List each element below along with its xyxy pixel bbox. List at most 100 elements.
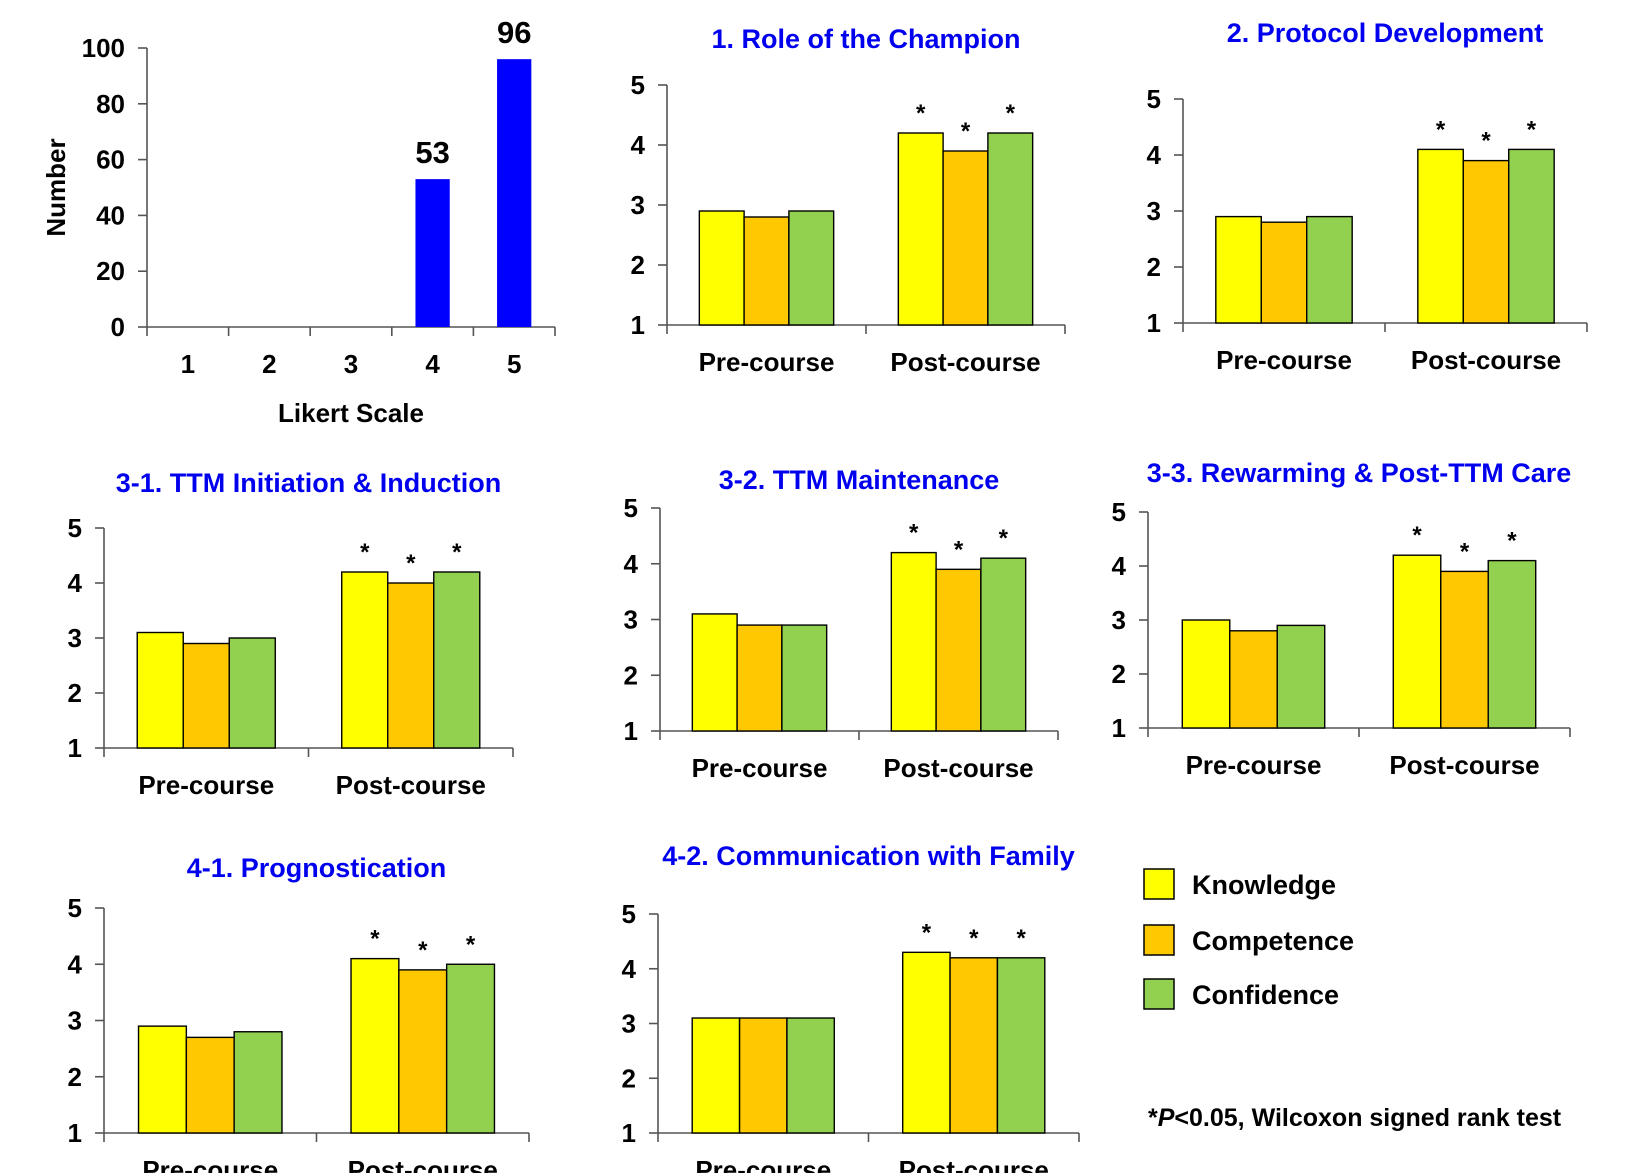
- x-tick-label: 2: [262, 349, 276, 379]
- significance-marker: *: [1507, 528, 1517, 555]
- y-tick-label: 2: [631, 250, 645, 280]
- x-tick-label: Pre-course: [142, 1155, 278, 1173]
- y-tick-label: 3: [1147, 196, 1161, 226]
- data-label: 53: [415, 135, 449, 170]
- y-tick-label: 20: [96, 256, 125, 286]
- bar-competence: [1260, 221, 1308, 324]
- x-tick-label: 5: [507, 349, 521, 379]
- bar: [415, 179, 450, 327]
- chart-title: 1. Role of the Champion: [711, 24, 1020, 54]
- y-tick-label: 2: [68, 1062, 82, 1092]
- bar-competence: [1440, 570, 1489, 729]
- bar-competence: [949, 957, 999, 1134]
- y-tick-label: 5: [1147, 84, 1161, 114]
- bar-knowledge: [890, 551, 937, 732]
- footnote-star: *: [1148, 1104, 1158, 1132]
- bar-knowledge: [1215, 215, 1262, 324]
- data-label: 96: [497, 15, 531, 50]
- y-tick-label: 5: [68, 513, 82, 543]
- bar-knowledge: [350, 957, 400, 1134]
- significance-marker: *: [406, 550, 416, 577]
- y-tick-label: 4: [68, 949, 83, 979]
- y-tick-label: 1: [1147, 308, 1161, 338]
- y-tick-label: 2: [1112, 659, 1126, 689]
- y-tick-label: 4: [1147, 140, 1162, 170]
- bar-competence: [1229, 630, 1278, 729]
- bar-knowledge: [136, 631, 184, 749]
- x-tick-label: Post-course: [899, 1155, 1049, 1173]
- significance-marker: *: [916, 100, 926, 127]
- y-tick-label: 5: [631, 70, 645, 100]
- bar-competence: [942, 150, 989, 326]
- y-tick-label: 5: [622, 899, 636, 929]
- y-tick-label: 3: [624, 605, 638, 635]
- significance-marker: *: [1436, 116, 1446, 143]
- y-tick-label: 2: [622, 1063, 636, 1093]
- x-tick-label: 4: [425, 349, 440, 379]
- bar-confidence: [445, 963, 496, 1134]
- y-tick-label: 1: [624, 716, 638, 746]
- bar: [497, 59, 532, 327]
- bar-confidence: [228, 637, 276, 749]
- significance-marker: *: [466, 931, 476, 958]
- x-tick-label: Post-course: [1389, 750, 1539, 780]
- bar-competence: [738, 1017, 788, 1134]
- y-axis-title: Number: [41, 138, 71, 236]
- y-tick-label: 0: [111, 312, 125, 342]
- bar-knowledge: [1392, 554, 1442, 729]
- bar-competence: [182, 642, 230, 749]
- chart-protocol: 2. Protocol Development 1 2 3 4 5 Pre-course Po…: [1147, 18, 1588, 375]
- y-tick-label: 3: [68, 1006, 82, 1036]
- y-tick-label: 2: [624, 660, 638, 690]
- bar-knowledge: [698, 210, 745, 326]
- bar-confidence: [786, 1017, 835, 1134]
- bar-competence: [1462, 159, 1510, 324]
- footnote-text: <0.05, Wilcoxon signed rank test: [1174, 1104, 1561, 1132]
- x-tick-label: Post-course: [883, 753, 1033, 783]
- bar-confidence: [788, 210, 835, 326]
- x-tick-label: Pre-course: [1216, 345, 1352, 375]
- chart-maintenance: 3-2. TTM Maintenance 1 2 3 4 5 Pre-course Post-…: [624, 465, 1059, 783]
- significance-marker: *: [1527, 116, 1537, 143]
- y-tick-label: 5: [624, 493, 638, 523]
- y-tick-label: 4: [68, 568, 83, 598]
- bar-confidence: [1276, 624, 1326, 729]
- significance-marker: *: [969, 925, 979, 952]
- y-tick-label: 60: [96, 145, 125, 175]
- y-tick-label: 40: [96, 200, 125, 230]
- significance-marker: *: [999, 525, 1009, 552]
- chart-title: 3-2. TTM Maintenance: [719, 465, 1000, 495]
- significance-marker: *: [922, 919, 932, 946]
- bar-knowledge: [1181, 619, 1231, 729]
- x-tick-label: Post-course: [890, 347, 1040, 377]
- x-tick-label: Pre-course: [138, 770, 274, 800]
- significance-marker: *: [452, 539, 462, 566]
- bar-knowledge: [897, 132, 944, 326]
- bar-confidence: [1487, 559, 1537, 729]
- significance-marker: *: [1016, 925, 1026, 952]
- significance-marker: *: [909, 520, 919, 547]
- legend-label: Knowledge: [1192, 870, 1336, 900]
- bar-competence: [185, 1036, 235, 1134]
- bar-confidence: [433, 571, 481, 749]
- significance-marker: *: [1481, 128, 1491, 155]
- x-tick-label: Post-course: [336, 770, 486, 800]
- footnote: *P<0.05, Wilcoxon signed rank test: [1148, 1104, 1562, 1132]
- bar-competence: [736, 624, 783, 732]
- significance-marker: *: [954, 536, 964, 563]
- bar-confidence: [1508, 148, 1555, 324]
- bar-competence: [387, 582, 435, 749]
- y-tick-label: 4: [1112, 551, 1127, 581]
- chart-champion: 1. Role of the Champion 1 2 3 4 5 Pre-course Po…: [631, 24, 1066, 377]
- y-tick-label: 3: [622, 1009, 636, 1039]
- significance-marker: *: [418, 937, 428, 964]
- x-tick-label: Post-course: [1411, 345, 1561, 375]
- x-tick-label: Pre-course: [1186, 750, 1322, 780]
- bar-confidence: [781, 624, 828, 732]
- bar-competence: [743, 216, 790, 326]
- bar-confidence: [233, 1031, 283, 1134]
- y-tick-label: 5: [1112, 497, 1126, 527]
- chart-title: 4-2. Communication with Family: [662, 841, 1075, 871]
- y-tick-label: 4: [631, 130, 646, 160]
- x-axis-title: Likert Scale: [278, 398, 424, 428]
